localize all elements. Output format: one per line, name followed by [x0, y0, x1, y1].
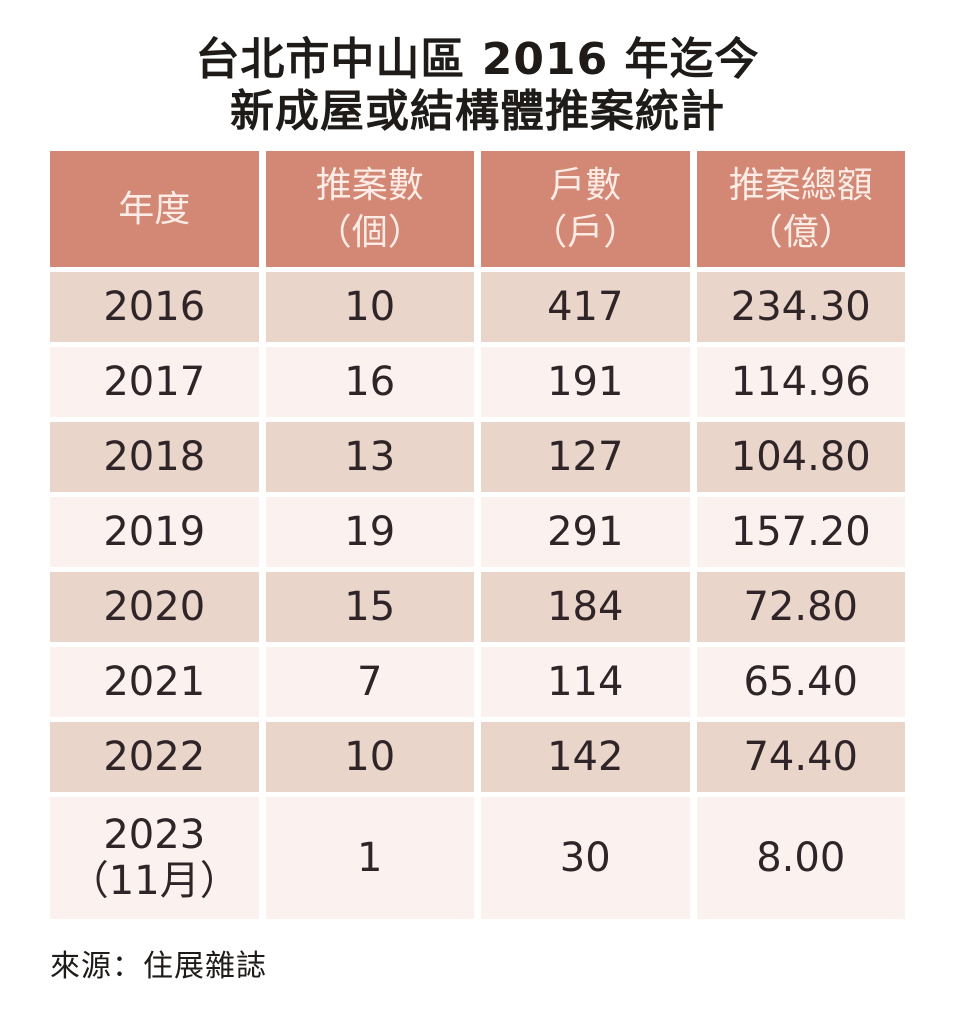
cell-total: 74.40 [696, 722, 905, 792]
cell-cases: 19 [265, 497, 474, 567]
page-title-line1: 台北市中山區 2016 年迄今 [195, 34, 760, 85]
page-title: 台北市中山區 2016 年迄今 新成屋或結構體推案統計 [0, 34, 955, 138]
cell-units: 184 [481, 572, 690, 642]
cell-total: 8.00 [696, 797, 905, 919]
header-year: 年度 [50, 151, 259, 267]
cell-year: 2022 [50, 722, 259, 792]
table-row-2021: 2021 7 114 65.40 [50, 647, 905, 717]
page-title-line2: 新成屋或結構體推案統計 [230, 86, 725, 137]
cell-units: 291 [481, 497, 690, 567]
table-row-2017: 2017 16 191 114.96 [50, 347, 905, 417]
cell-cases: 13 [265, 422, 474, 492]
cell-cases: 10 [265, 722, 474, 792]
cell-total: 234.30 [696, 272, 905, 342]
cell-total: 104.80 [696, 422, 905, 492]
table-row-2018: 2018 13 127 104.80 [50, 422, 905, 492]
cell-units: 127 [481, 422, 690, 492]
cell-total: 114.96 [696, 347, 905, 417]
cell-cases: 16 [265, 347, 474, 417]
header-total-amount: 推案總額 （億） [696, 151, 905, 267]
cell-total: 72.80 [696, 572, 905, 642]
cell-year: 2016 [50, 272, 259, 342]
cell-units: 417 [481, 272, 690, 342]
cell-year: 2023 （11月） [50, 797, 259, 919]
cell-year: 2017 [50, 347, 259, 417]
cell-year: 2018 [50, 422, 259, 492]
cell-units: 30 [481, 797, 690, 919]
cell-cases: 15 [265, 572, 474, 642]
cell-cases: 7 [265, 647, 474, 717]
table-row-2019: 2019 19 291 157.20 [50, 497, 905, 567]
cell-cases: 10 [265, 272, 474, 342]
table-row-2023: 2023 （11月） 1 30 8.00 [50, 797, 905, 919]
cell-total: 157.20 [696, 497, 905, 567]
stats-table-header: 年度 推案數 （個） 戶數 （戶） 推案總額 （億） [50, 151, 905, 267]
cell-cases: 1 [265, 797, 474, 919]
cell-units: 142 [481, 722, 690, 792]
table-row-2022: 2022 10 142 74.40 [50, 722, 905, 792]
source-note: 來源：住展雜誌 [50, 949, 267, 984]
cell-year: 2019 [50, 497, 259, 567]
cell-units: 114 [481, 647, 690, 717]
header-case-count: 推案數 （個） [265, 151, 474, 267]
cell-total: 65.40 [696, 647, 905, 717]
cell-year: 2021 [50, 647, 259, 717]
stats-table: 年度 推案數 （個） 戶數 （戶） 推案總額 （億） 2016 10 417 2… [43, 146, 912, 924]
cell-units: 191 [481, 347, 690, 417]
stats-table-body: 2016 10 417 234.30 2017 16 191 114.96 20… [50, 272, 905, 919]
header-unit-count: 戶數 （戶） [481, 151, 690, 267]
table-row-2016: 2016 10 417 234.30 [50, 272, 905, 342]
cell-year: 2020 [50, 572, 259, 642]
header-row: 年度 推案數 （個） 戶數 （戶） 推案總額 （億） [50, 151, 905, 267]
table-row-2020: 2020 15 184 72.80 [50, 572, 905, 642]
